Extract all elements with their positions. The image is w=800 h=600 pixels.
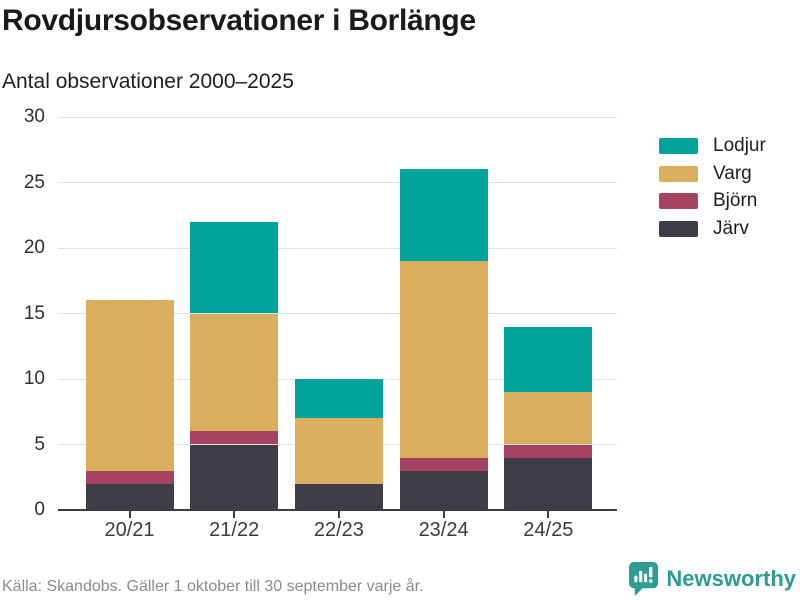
newsworthy-wordmark: Newsworthy [666, 565, 796, 591]
bar-20-21-segment-jarv [85, 483, 174, 510]
y-axis-tick-label-25: 25 [23, 171, 45, 193]
gridline-25 [58, 182, 617, 183]
x-axis-tick-24-25 [547, 511, 550, 518]
bar-24-25-segment-lodjur [504, 326, 593, 393]
bar-21-22-segment-jarv [190, 444, 279, 510]
bar-24-25-segment-bjorn [504, 444, 593, 458]
gridline-20 [58, 247, 617, 249]
bar-20-21-segment-bjorn [85, 470, 174, 484]
bar-23-24-segment-varg [399, 261, 488, 458]
legend-item-bjorn: Björn [659, 190, 758, 211]
bar-23-24-segment-bjorn [399, 457, 488, 471]
x-axis-tick-label-21-22: 21/22 [209, 519, 260, 541]
legend-label-varg: Varg [713, 162, 752, 184]
x-axis-tick-22-23 [337, 511, 340, 518]
y-axis-tick-label-5: 5 [34, 433, 45, 455]
x-axis-tick-label-20-21: 20/21 [104, 519, 155, 541]
x-axis-tick-21-22 [233, 511, 236, 518]
y-axis-tick-label-30: 30 [23, 106, 45, 127]
legend-label-lodjur: Lodjur [713, 135, 766, 156]
bar-21-22-segment-varg [190, 313, 279, 432]
newsworthy-logo[interactable]: Newsworthy [628, 561, 796, 596]
legend-label-jarv: Järv [713, 217, 749, 239]
bar-24-25-segment-jarv [504, 457, 593, 510]
legend-swatch-bjorn [659, 193, 698, 209]
bar-23-24-segment-jarv [399, 470, 488, 510]
legend-swatch-jarv [659, 220, 698, 237]
newsworthy-chart-bubble-icon [629, 562, 659, 596]
x-axis-tick-label-22-23: 22/23 [313, 519, 364, 541]
legend-swatch-varg [659, 165, 698, 182]
bar-23-24-segment-lodjur [399, 169, 488, 262]
x-axis-tick-20-21 [128, 511, 131, 518]
bar-22-23-segment-varg [294, 418, 383, 484]
source-caption: Källa: Skandobs. Gäller 1 oktober till 3… [2, 578, 424, 595]
y-axis-tick-label-10: 10 [23, 368, 45, 389]
y-axis-tick-label-20: 20 [23, 237, 45, 258]
gridline-30 [58, 116, 617, 118]
bar-24-25-segment-varg [504, 392, 593, 445]
x-axis-tick-23-24 [442, 511, 445, 518]
x-axis-tick-label-23-24: 23/24 [418, 519, 469, 541]
bar-22-23-segment-lodjur [294, 379, 383, 419]
bar-22-23-segment-jarv [294, 483, 383, 510]
chart-title: Rovdjursobservationer i Borlänge [2, 4, 476, 37]
bar-21-22-segment-bjorn [190, 431, 279, 445]
x-axis-line [58, 509, 617, 511]
legend-item-varg: Varg [659, 162, 752, 184]
legend-item-jarv: Järv [659, 217, 749, 239]
legend-label-bjorn: Björn [713, 190, 758, 211]
gridline-15 [58, 313, 617, 314]
bar-20-21-segment-varg [85, 300, 174, 471]
legend-item-lodjur: Lodjur [659, 135, 766, 156]
y-axis-tick-label-0: 0 [34, 499, 45, 520]
legend-swatch-lodjur [659, 138, 698, 154]
y-axis-tick-label-15: 15 [23, 302, 45, 324]
bar-21-22-segment-lodjur [190, 221, 279, 314]
chart-subtitle: Antal observationer 2000–2025 [2, 70, 294, 93]
x-axis-tick-label-24-25: 24/25 [523, 519, 574, 541]
